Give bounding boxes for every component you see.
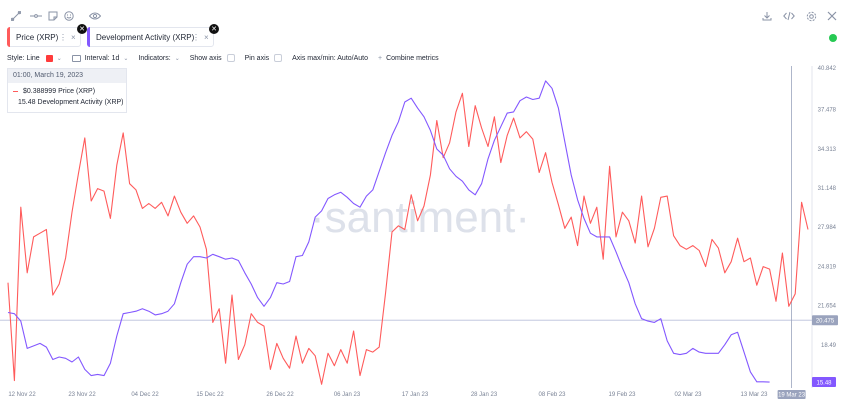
embed-code-icon[interactable] [782,10,796,22]
y-axis: 40.842 37.478 34.313 31.148 27.984 24.819 21.6… [812,66,838,388]
color-select[interactable]: ⌄ [45,54,62,62]
tab-dev-activity-label: Development Activity (XRP) [96,32,195,42]
legend-entry-price: $0.388999 Price (XRP) [8,86,126,97]
chevron-down-icon: ⌄ [174,55,180,62]
tab-price-color-bar [7,27,10,47]
legend-swatch-price [13,90,18,93]
tab-dev-activity-color-bar [87,27,90,47]
plus-icon: + [378,54,383,62]
x-tick-label: 06 Jan 23 [334,392,361,398]
x-current-label: 19 Mar 23 [778,393,806,399]
note-icon[interactable] [47,10,59,22]
show-axis-toggle[interactable]: Show axis [190,54,235,62]
chart-options-toolbar: Style: Line ⌄ Interval: 1d ⌄ Indicators:… [7,52,449,64]
tab-price[interactable]: Price (XRP) ⋮ × [7,27,81,47]
tab-price-menu-icon[interactable]: ⋮ [59,32,67,42]
y-tick-label: 18.49 [821,343,837,349]
tab-price-label: Price (XRP) [16,32,59,42]
indicators-label: Indicators: [138,54,171,62]
tab-dev-activity-close-icon[interactable]: ✕ [209,24,219,34]
series-line-dev-activity [7,80,770,383]
y-tick-label: 24.819 [818,264,837,270]
style-label: Style: Line [7,54,40,62]
tab-dev-activity[interactable]: Development Activity (XRP) ⋮ × [87,27,214,47]
legend-value-price: $0.388999 [23,88,57,95]
x-tick-label: 08 Feb 23 [538,392,566,398]
color-swatch [45,54,53,62]
indicators-select[interactable]: Indicators: ⌄ [138,55,179,62]
hover-legend: 01:00, March 19, 2023 $0.388999 Price (X… [7,68,127,113]
chevron-down-icon: ⌄ [123,55,129,62]
close-icon[interactable] [826,10,838,22]
x-tick-label: 13 Mar 23 [740,392,768,398]
status-dot [829,34,837,42]
pin-axis-toggle[interactable]: Pin axis [245,54,283,62]
y-tick-label: 40.842 [818,66,837,72]
tab-dev-activity-menu-icon[interactable]: ⋮ [192,32,200,42]
axis-maxmin-label: Axis max/min: Auto/Auto [292,54,369,62]
y-highlight-label: 20.475 [816,319,835,325]
legend-date: 01:00, March 19, 2023 [8,69,126,83]
axis-maxmin-select[interactable]: Axis max/min: Auto/Auto [292,55,368,62]
x-axis: 12 Nov 22 23 Nov 22 04 Dec 22 15 Dec 22 26 D… [8,390,806,399]
interval-select[interactable]: Interval: 1d ⌄ [71,54,129,62]
emoji-icon[interactable] [63,10,75,22]
x-tick-label: 12 Nov 22 [8,392,36,398]
pin-axis-label: Pin axis [244,54,270,62]
y-highlight-badge [812,315,838,326]
series-line-price [7,92,809,385]
calendar-icon [71,54,81,62]
x-tick-label: 26 Dec 22 [266,392,294,398]
grid [0,66,813,388]
legend-value-dev: 15.48 [18,99,36,106]
x-current-badge [777,390,806,399]
x-tick-label: 23 Nov 22 [68,392,96,398]
y-tick-label: 37.478 [818,108,837,114]
combine-metrics-label: Combine metrics [386,54,439,62]
interval-label: Interval: 1d [84,54,120,62]
y-tick-label: 21.654 [818,304,837,310]
show-axis-label: Show axis [189,54,222,62]
combine-metrics-button[interactable]: + Combine metrics [378,55,439,62]
download-icon[interactable] [761,10,773,22]
legend-entry-dev: 15.48 Development Activity (XRP) [8,97,126,108]
style-select[interactable]: Style: Line [7,55,40,62]
line-tool-icon[interactable] [10,10,22,22]
show-axis-checkbox[interactable] [226,54,235,62]
pin-axis-checkbox[interactable] [274,54,283,62]
eye-icon[interactable] [88,10,102,22]
y-current-label: 15.48 [816,380,832,386]
tab-dev-activity-remove-icon[interactable]: × [204,32,209,42]
tab-price-remove-icon[interactable]: × [71,32,76,42]
tab-price-close-icon[interactable]: ✕ [77,24,87,34]
x-tick-label: 28 Jan 23 [471,392,498,398]
watermark: ·santiment· [310,193,530,242]
x-tick-label: 19 Feb 23 [608,392,636,398]
y-tick-label: 27.984 [818,225,837,231]
chevron-down-icon: ⌄ [56,55,62,62]
chart-canvas[interactable]: ·santiment· 40.842 37.478 34.313 31.148 27.9… [0,60,850,400]
x-tick-label: 04 Dec 22 [131,392,159,398]
y-tick-label: 34.313 [818,147,837,153]
x-tick-label: 17 Jan 23 [402,392,429,398]
y-tick-label: 31.148 [818,186,837,192]
x-tick-label: 15 Dec 22 [196,392,224,398]
settings-icon[interactable] [805,10,817,22]
legend-name-dev: Development Activity (XRP) [37,99,124,106]
series-layer [7,80,809,385]
legend-name-price: Price (XRP) [58,88,96,95]
x-tick-label: 02 Mar 23 [674,392,702,398]
y-current-badge [812,377,836,388]
horizontal-line-icon[interactable] [29,10,43,22]
